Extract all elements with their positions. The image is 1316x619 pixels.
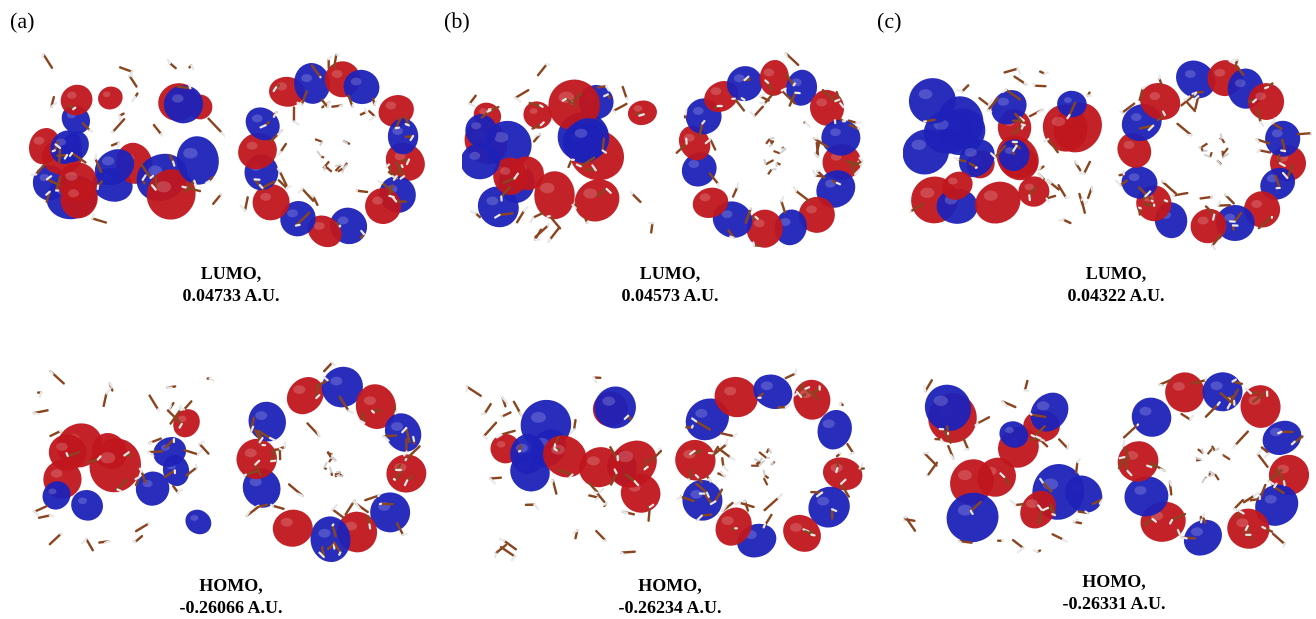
caption-a-lumo-title: LUMO, xyxy=(200,263,262,283)
caption-c-homo: HOMO, -0.26331 A.U. xyxy=(1014,570,1214,614)
caption-a-homo: HOMO, -0.26066 A.U. xyxy=(131,574,331,618)
orbital-image-b-homo-side xyxy=(465,376,662,562)
caption-b-homo-title: HOMO, xyxy=(638,575,702,595)
caption-a-homo-energy: -0.26066 A.U. xyxy=(179,597,283,617)
panel-label-b: (b) xyxy=(444,8,470,33)
panel-label-c: (c) xyxy=(877,8,902,33)
orbital-image-a-homo-side xyxy=(32,370,215,552)
orbital-image-c-lumo-side xyxy=(903,67,1102,225)
caption-b-homo: HOMO, -0.26234 A.U. xyxy=(570,574,770,618)
orbital-image-a-lumo-top xyxy=(238,53,425,248)
caption-a-homo-title: HOMO, xyxy=(199,575,263,595)
caption-a-lumo-energy: 0.04733 A.U. xyxy=(182,285,280,305)
caption-c-homo-title: HOMO, xyxy=(1082,571,1146,591)
orbital-image-c-homo-top xyxy=(1117,372,1310,556)
caption-a-lumo: LUMO, 0.04733 A.U. xyxy=(131,262,331,306)
panel-label-a: (a) xyxy=(10,8,35,33)
caption-c-lumo-title: LUMO, xyxy=(1085,263,1147,283)
caption-b-lumo-energy: 0.04573 A.U. xyxy=(621,285,719,305)
orbital-image-b-lumo-side xyxy=(462,63,657,244)
caption-b-lumo-title: LUMO, xyxy=(639,263,701,283)
caption-c-lumo: LUMO, 0.04322 A.U. xyxy=(1016,262,1216,306)
caption-b-homo-energy: -0.26234 A.U. xyxy=(618,597,722,617)
caption-b-lumo: LUMO, 0.04573 A.U. xyxy=(570,262,770,306)
caption-c-homo-energy: -0.26331 A.U. xyxy=(1062,593,1166,613)
orbital-image-b-homo-top xyxy=(675,368,866,558)
orbital-image-a-homo-top xyxy=(236,362,427,563)
caption-c-lumo-energy: 0.04322 A.U. xyxy=(1067,285,1165,305)
orbital-image-b-lumo-top xyxy=(675,52,864,248)
orbital-image-c-homo-side xyxy=(903,379,1103,554)
orbital-image-c-lumo-top xyxy=(1115,58,1312,251)
orbital-image-a-lumo-side xyxy=(28,53,225,224)
